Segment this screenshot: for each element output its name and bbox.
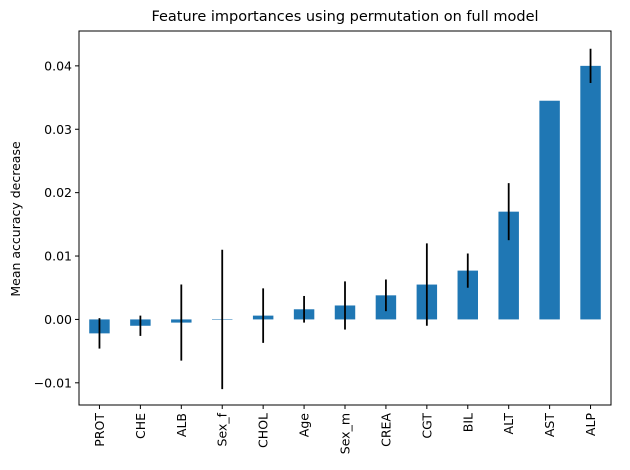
x-tick-label: PROT (92, 413, 107, 447)
x-tick-label: AST (542, 413, 557, 437)
bar-alt (498, 211, 519, 320)
x-tick-label: BIL (460, 413, 475, 432)
x-tick-label: ALB (174, 413, 189, 437)
bar-alp (580, 65, 601, 320)
y-tick-label: 0.02 (44, 185, 72, 200)
x-tick-label: Age (297, 413, 312, 437)
y-tick-label: −0.01 (34, 375, 72, 390)
bar-ast (539, 100, 560, 320)
y-axis: −0.01 0.00 0.01 0.02 0.03 0.04 (34, 58, 79, 390)
y-tick-label: 0.03 (44, 122, 72, 137)
x-tick-label: ALT (501, 413, 516, 435)
x-tick-label: Sex_m (338, 413, 353, 454)
chart-title: Feature importances using permutation on… (151, 9, 538, 25)
plot-frame (78, 30, 612, 406)
y-tick-label: 0.00 (44, 312, 72, 327)
y-axis-label: Mean accuracy decrease (8, 141, 23, 297)
bar-bil (457, 270, 478, 320)
x-tick-label: Sex_f (215, 412, 230, 446)
x-tick-label: CGT (419, 413, 434, 439)
x-tick-label: CREA (378, 413, 393, 447)
x-tick-label: ALP (583, 413, 598, 437)
x-tick-label: CHOL (256, 413, 271, 448)
x-axis: PROT CHE ALB Sex_f CHOL Age Sex_m CREA CGT BIL ALT… (92, 405, 598, 454)
y-tick-label: 0.04 (44, 58, 72, 73)
y-tick-label: 0.01 (44, 249, 72, 264)
x-tick-label: CHE (133, 413, 148, 439)
error-bars-group (98, 48, 592, 390)
